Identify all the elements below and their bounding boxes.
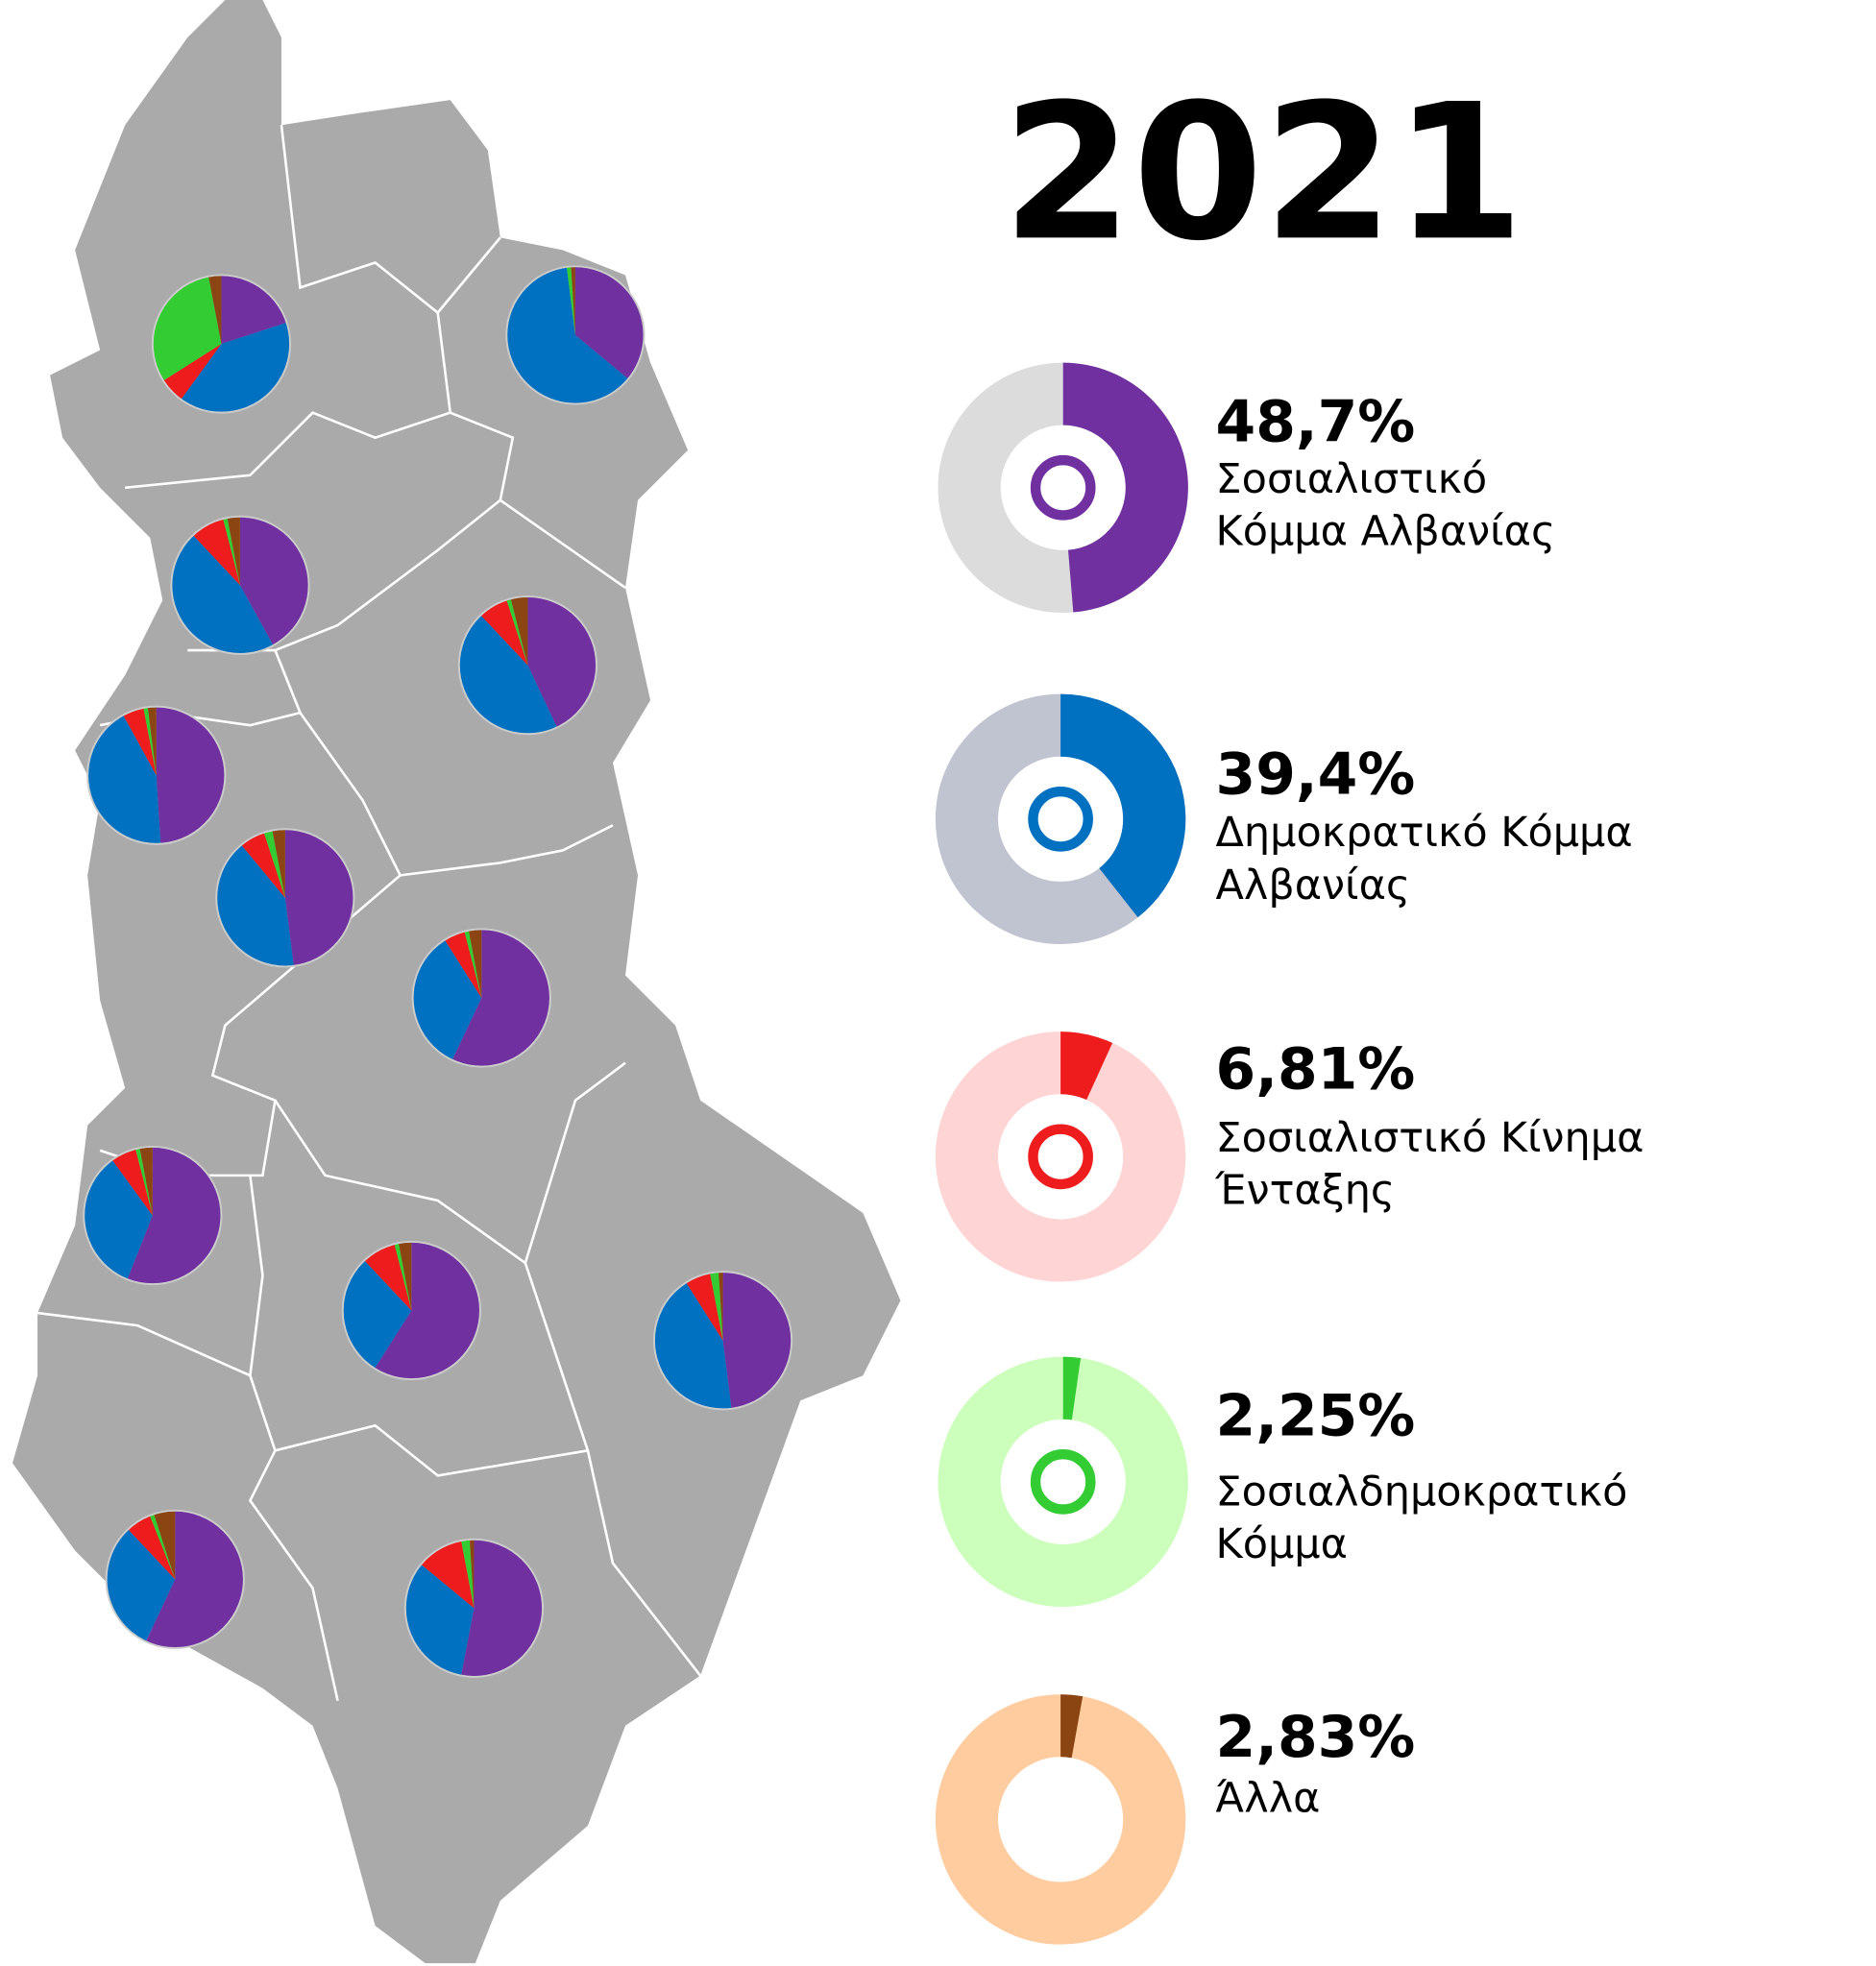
pie-slice [574,266,645,379]
pie-slice [461,1539,544,1677]
pie-slice [566,266,575,335]
pie-outline [652,1271,793,1411]
donut-segment [1060,693,1186,918]
percentage: 39,4% [1216,740,1416,808]
pie-slice [421,1541,475,1609]
pie-slice [412,939,482,1060]
pie-slice [162,344,222,400]
percentage: 6,81% [1216,1036,1416,1104]
pie-slice [192,518,240,586]
pie-slice [653,1282,732,1410]
percentage: 48,7% [1216,388,1416,455]
pie-slice [284,829,354,966]
pie-slice [342,1260,412,1369]
pie-slice [394,1243,412,1311]
pie-slice [506,266,629,404]
pie-slice [123,707,157,776]
party-name: Δημοκρατικό Κόμμα [1216,809,1633,857]
title: 2021 [1002,64,1524,282]
pie-outline [505,265,646,405]
pie-slice [154,1510,176,1580]
pie-slice [216,844,294,967]
pie-slice [87,715,161,844]
pie-slice [468,929,482,998]
percentage: 2,83% [1216,1704,1416,1771]
pie-slice [227,516,240,586]
pie-slice [710,1272,723,1341]
party-name: Σοσιαλιστικό [1216,455,1488,503]
pie-slice [149,1514,176,1580]
party-name: Άλλα [1216,1774,1321,1822]
pie-slice [111,1149,153,1216]
pie-slice [469,1539,475,1609]
party-logo [1028,1124,1093,1190]
pie-outline [105,1509,245,1650]
pie-outline [151,274,292,414]
pie-slice [719,1272,723,1341]
pie-slice [135,1148,153,1216]
donut-segment [1060,1032,1113,1101]
pie-outline [83,1145,223,1286]
party-name: Αλβανίας [1216,862,1411,910]
pie-slice [139,1146,153,1216]
pie-slice [464,930,482,998]
party-name: Κόμμα Αλβανίας [1216,507,1556,555]
pie-slice [152,276,222,381]
party-name: Σοσιαλδημοκρατικό [1216,1468,1628,1516]
pie-slice [398,1241,412,1311]
pie-slice [480,599,528,666]
pie-outline [403,1538,545,1678]
pie-slice [527,596,597,728]
pie-slice [128,1515,176,1580]
donut-segment [1062,1356,1082,1420]
region-borders [37,125,702,1702]
pie-slice [458,615,557,735]
party-name: Ένταξης [1215,1167,1396,1215]
pie-outline [86,705,227,845]
pie-slice [461,1539,475,1609]
pie-slice [239,516,309,646]
pie-slice [181,322,291,413]
pie-slice [241,832,285,898]
party-logo [1030,454,1096,521]
pie-outline [457,595,598,736]
pie-slice [145,1510,244,1649]
party-name: Κόμμα [1216,1520,1348,1568]
party-name: Σοσιαλιστικό Κίνημα [1216,1114,1645,1162]
pie-slice [263,830,285,898]
pie-slice [510,596,528,666]
percentage: 2,25% [1216,1382,1416,1449]
party-logo [1028,786,1093,852]
pie-outline [215,828,355,968]
pie-slice [571,266,575,335]
pie-slice [156,706,226,844]
pie-slice [404,1564,475,1676]
pie-slice [208,275,222,345]
pie-slice [374,1241,480,1380]
pie-slice [506,598,528,666]
pie-slice [223,517,240,586]
pie-slice [221,275,287,345]
pie-slice [272,829,285,898]
pie-outline [341,1240,481,1381]
pie-slice [84,1159,153,1280]
pie-slice [364,1244,412,1311]
pie-outline [411,928,551,1068]
pie-slice [127,1146,222,1285]
pie-slice [143,707,157,776]
pie-slice [451,929,550,1067]
pie-slice [171,535,274,654]
donut-segment [1060,1694,1084,1759]
pie-slice [147,706,157,776]
pie-slice [722,1272,792,1409]
pie-outline [170,515,310,655]
pie-slice [444,931,482,998]
party-logo [1030,1449,1096,1515]
donut-segment [1062,362,1188,613]
pie-slice [106,1529,176,1642]
pie-slice [686,1273,723,1341]
